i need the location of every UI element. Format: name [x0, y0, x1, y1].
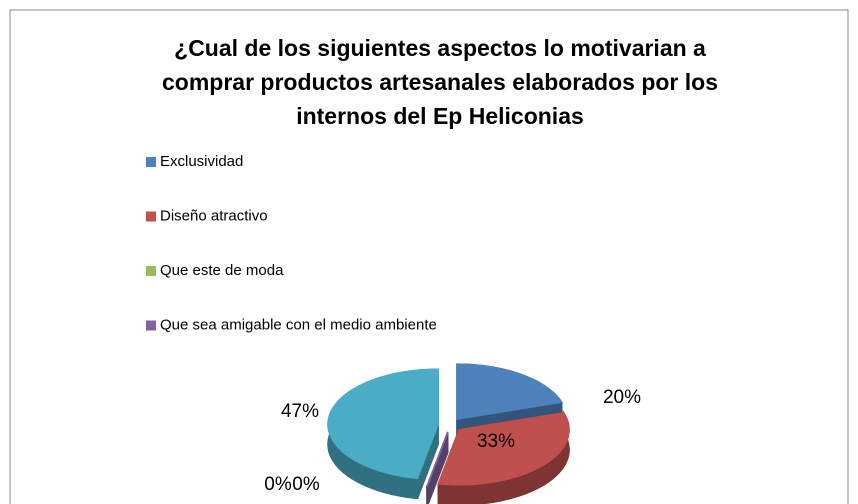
legend-swatch [146, 320, 156, 331]
data-label: 0% [292, 474, 320, 495]
data-label: 47% [281, 401, 319, 422]
legend-label: Diseño atractivo [160, 207, 268, 224]
legend-swatch [146, 157, 156, 167]
pie-slice [456, 363, 563, 421]
legend-label: Que este de moda [160, 262, 284, 279]
data-label: 33% [477, 431, 515, 452]
legend-swatch [146, 211, 156, 222]
pie-slice [327, 368, 439, 480]
legend-label: Exclusividad [160, 153, 243, 170]
data-label: 0% [264, 474, 292, 495]
data-label: 20% [603, 387, 641, 408]
legend-label: Que sea amigable con el medio ambiente [160, 316, 437, 333]
legend-swatch [146, 266, 156, 276]
chart-title: ¿Cual de los siguientes aspectos lo moti… [162, 35, 718, 129]
pie-slice [426, 431, 449, 487]
pie-slice [437, 411, 570, 486]
